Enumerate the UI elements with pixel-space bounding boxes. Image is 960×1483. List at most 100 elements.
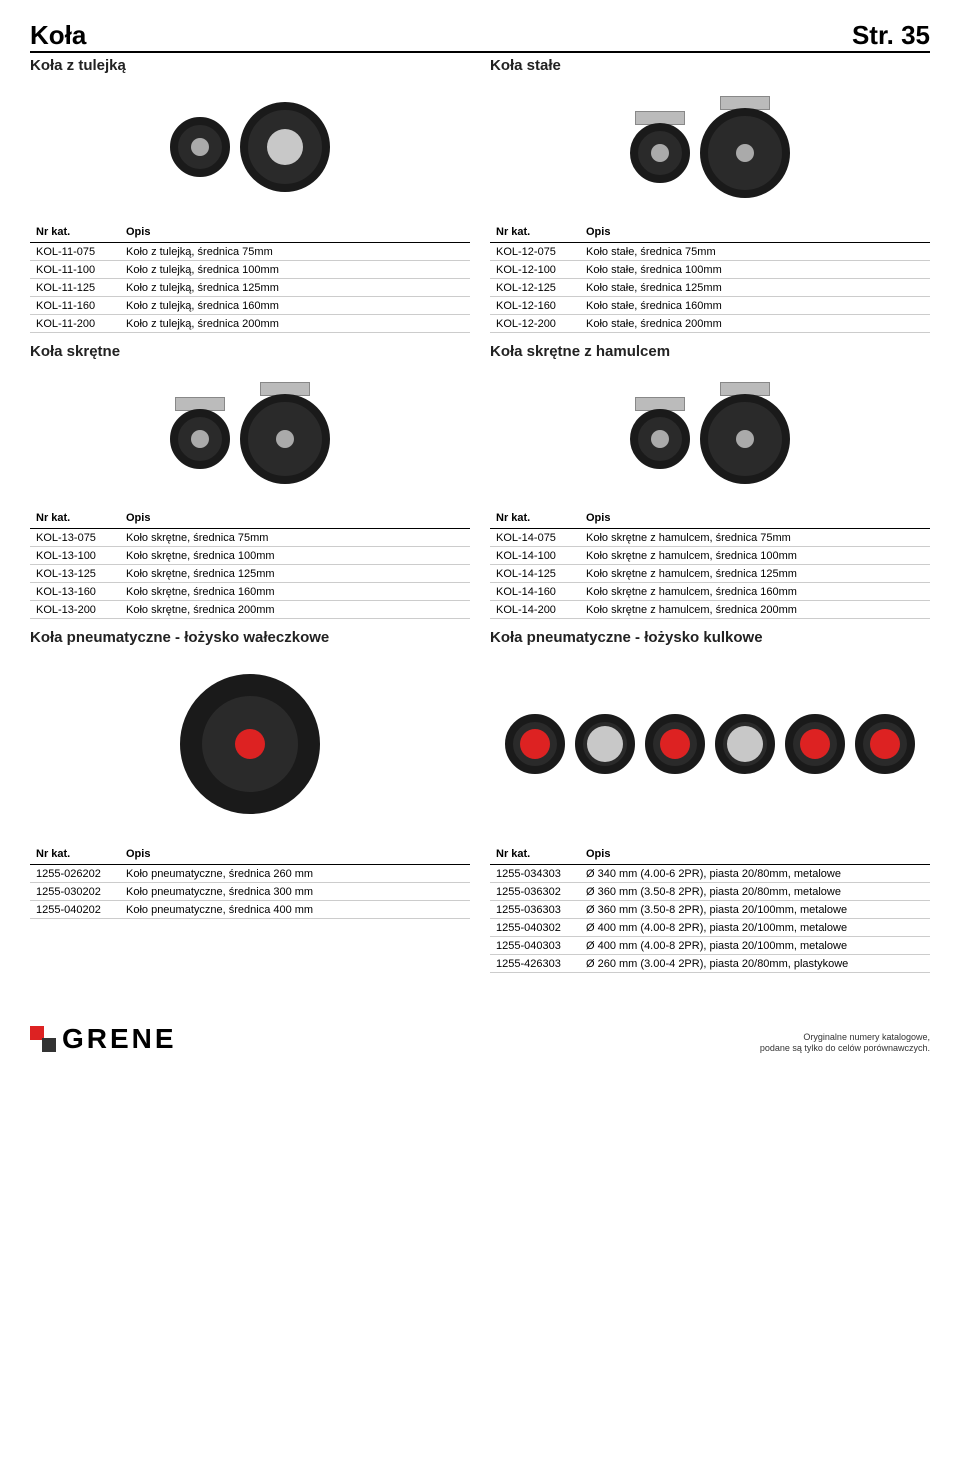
- cell-opis: Koło skrętne z hamulcem, średnica 160mm: [580, 583, 930, 601]
- col-opis: Opis: [580, 508, 930, 529]
- cell-opis: Ø 360 mm (3.50-8 2PR), piasta 20/100mm, …: [580, 901, 930, 919]
- table-row: KOL-13-160Koło skrętne, średnica 160mm: [30, 583, 470, 601]
- product-image-area: [490, 654, 930, 834]
- cell-nrkat: KOL-14-200: [490, 601, 580, 619]
- cell-opis: Ø 360 mm (3.50-8 2PR), piasta 20/80mm, m…: [580, 883, 930, 901]
- cell-nrkat: 1255-040302: [490, 919, 580, 937]
- col-opis: Opis: [580, 222, 930, 243]
- cell-opis: Koło z tulejką, średnica 125mm: [120, 279, 470, 297]
- cell-opis: Koło z tulejką, średnica 200mm: [120, 315, 470, 333]
- cell-nrkat: 1255-040303: [490, 937, 580, 955]
- table-row: KOL-14-075Koło skrętne z hamulcem, średn…: [490, 529, 930, 547]
- product-table: Nr kat.OpisKOL-11-075Koło z tulejką, śre…: [30, 222, 470, 333]
- product-image-area: [30, 654, 470, 834]
- cell-opis: Koło skrętne z hamulcem, średnica 200mm: [580, 601, 930, 619]
- cell-nrkat: KOL-14-125: [490, 565, 580, 583]
- cell-nrkat: KOL-12-160: [490, 297, 580, 315]
- col-opis: Opis: [580, 844, 930, 865]
- product-table: Nr kat.Opis1255-026202Koło pneumatyczne,…: [30, 844, 470, 919]
- col-nrkat: Nr kat.: [30, 222, 120, 243]
- cell-opis: Koło stałe, średnica 100mm: [580, 261, 930, 279]
- table-row: KOL-12-160Koło stałe, średnica 160mm: [490, 297, 930, 315]
- table-row: KOL-14-100Koło skrętne z hamulcem, średn…: [490, 547, 930, 565]
- cell-nrkat: KOL-13-100: [30, 547, 120, 565]
- cell-nrkat: KOL-13-160: [30, 583, 120, 601]
- page-number: Str. 35: [852, 20, 930, 51]
- cell-nrkat: KOL-14-075: [490, 529, 580, 547]
- section-title: Koła skrętne: [30, 343, 470, 360]
- product-image-area: [30, 82, 470, 212]
- cell-nrkat: KOL-12-200: [490, 315, 580, 333]
- table-row: KOL-14-160Koło skrętne z hamulcem, średn…: [490, 583, 930, 601]
- col-nrkat: Nr kat.: [490, 508, 580, 529]
- product-image-area: [490, 368, 930, 498]
- table-row: KOL-13-125Koło skrętne, średnica 125mm: [30, 565, 470, 583]
- col-opis: Opis: [120, 222, 470, 243]
- section-title: Koła z tulejką: [30, 57, 470, 74]
- cell-nrkat: 1255-426303: [490, 955, 580, 973]
- table-row: 1255-030202Koło pneumatyczne, średnica 3…: [30, 883, 470, 901]
- cell-nrkat: 1255-030202: [30, 883, 120, 901]
- table-row: 1255-036302Ø 360 mm (3.50-8 2PR), piasta…: [490, 883, 930, 901]
- cell-opis: Koło skrętne, średnica 160mm: [120, 583, 470, 601]
- table-row: KOL-11-125Koło z tulejką, średnica 125mm: [30, 279, 470, 297]
- cell-opis: Koło skrętne, średnica 125mm: [120, 565, 470, 583]
- cell-nrkat: KOL-11-200: [30, 315, 120, 333]
- cell-nrkat: KOL-11-100: [30, 261, 120, 279]
- section-title: Koła pneumatyczne - łożysko wałeczkowe: [30, 629, 470, 646]
- product-table: Nr kat.Opis1255-034303Ø 340 mm (4.00-6 2…: [490, 844, 930, 973]
- cell-nrkat: KOL-14-100: [490, 547, 580, 565]
- cell-nrkat: KOL-12-125: [490, 279, 580, 297]
- cell-opis: Ø 400 mm (4.00-8 2PR), piasta 20/100mm, …: [580, 919, 930, 937]
- table-row: KOL-13-075Koło skrętne, średnica 75mm: [30, 529, 470, 547]
- cell-opis: Koło stałe, średnica 75mm: [580, 243, 930, 261]
- col-nrkat: Nr kat.: [490, 222, 580, 243]
- table-row: 1255-040302Ø 400 mm (4.00-8 2PR), piasta…: [490, 919, 930, 937]
- page-header: Koła Str. 35: [30, 20, 930, 53]
- col-nrkat: Nr kat.: [30, 508, 120, 529]
- table-row: KOL-11-160Koło z tulejką, średnica 160mm: [30, 297, 470, 315]
- section-title: Koła stałe: [490, 57, 930, 74]
- product-table: Nr kat.OpisKOL-12-075Koło stałe, średnic…: [490, 222, 930, 333]
- cell-nrkat: KOL-12-075: [490, 243, 580, 261]
- product-table: Nr kat.OpisKOL-13-075Koło skrętne, średn…: [30, 508, 470, 619]
- col-opis: Opis: [120, 508, 470, 529]
- cell-opis: Koło stałe, średnica 160mm: [580, 297, 930, 315]
- table-row: KOL-13-200Koło skrętne, średnica 200mm: [30, 601, 470, 619]
- cell-opis: Koło skrętne, średnica 200mm: [120, 601, 470, 619]
- cell-nrkat: KOL-13-200: [30, 601, 120, 619]
- page-title: Koła: [30, 20, 86, 51]
- table-row: 1255-040202Koło pneumatyczne, średnica 4…: [30, 901, 470, 919]
- cell-opis: Koło skrętne z hamulcem, średnica 125mm: [580, 565, 930, 583]
- table-row: KOL-12-075Koło stałe, średnica 75mm: [490, 243, 930, 261]
- cell-nrkat: KOL-12-100: [490, 261, 580, 279]
- table-row: KOL-11-075Koło z tulejką, średnica 75mm: [30, 243, 470, 261]
- cell-nrkat: KOL-11-125: [30, 279, 120, 297]
- col-nrkat: Nr kat.: [490, 844, 580, 865]
- table-row: KOL-14-125Koło skrętne z hamulcem, średn…: [490, 565, 930, 583]
- cell-nrkat: 1255-040202: [30, 901, 120, 919]
- cell-opis: Koło z tulejką, średnica 160mm: [120, 297, 470, 315]
- table-row: KOL-11-100Koło z tulejką, średnica 100mm: [30, 261, 470, 279]
- cell-nrkat: 1255-036303: [490, 901, 580, 919]
- cell-opis: Koło pneumatyczne, średnica 300 mm: [120, 883, 470, 901]
- cell-nrkat: KOL-13-125: [30, 565, 120, 583]
- cell-nrkat: KOL-11-075: [30, 243, 120, 261]
- logo-icon: [30, 1026, 56, 1052]
- logo-text: GRENE: [62, 1023, 177, 1055]
- cell-opis: Koło stałe, średnica 200mm: [580, 315, 930, 333]
- cell-nrkat: KOL-14-160: [490, 583, 580, 601]
- product-image-area: [490, 82, 930, 212]
- section-title: Koła pneumatyczne - łożysko kulkowe: [490, 629, 930, 646]
- brand-logo: GRENE: [30, 1023, 177, 1055]
- table-row: 1255-034303Ø 340 mm (4.00-6 2PR), piasta…: [490, 865, 930, 883]
- product-image-area: [30, 368, 470, 498]
- table-row: KOL-12-100Koło stałe, średnica 100mm: [490, 261, 930, 279]
- cell-opis: Koło skrętne, średnica 100mm: [120, 547, 470, 565]
- cell-nrkat: KOL-11-160: [30, 297, 120, 315]
- cell-nrkat: 1255-026202: [30, 865, 120, 883]
- section-title: Koła skrętne z hamulcem: [490, 343, 930, 360]
- table-row: KOL-11-200Koło z tulejką, średnica 200mm: [30, 315, 470, 333]
- footer-note: Oryginalne numery katalogowe, podane są …: [760, 1032, 930, 1055]
- table-row: KOL-13-100Koło skrętne, średnica 100mm: [30, 547, 470, 565]
